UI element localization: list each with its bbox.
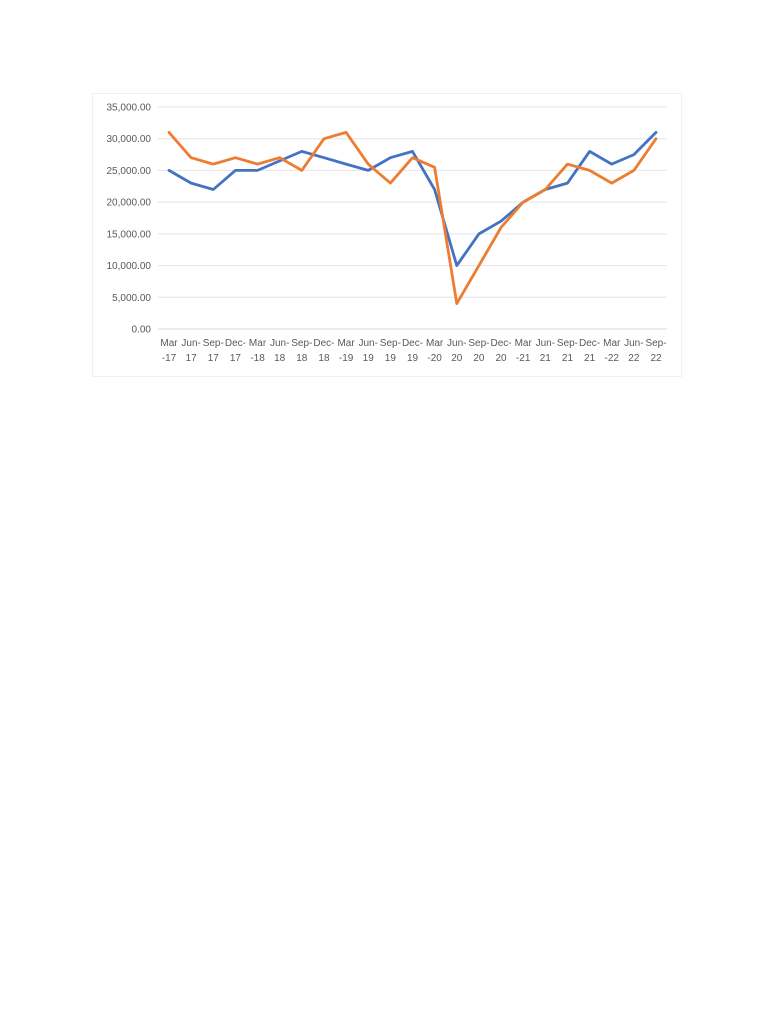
x-tick-line-1: Mar (337, 338, 355, 349)
y-tick-label: 30,000.00 (107, 134, 152, 145)
x-tick-line-1: Jun- (536, 338, 555, 349)
x-tick-label: Jun- 20 (447, 338, 466, 364)
x-tick-label: Jun- 19 (359, 338, 378, 364)
x-tick-label: Dec- 21 (579, 338, 600, 364)
gridlines (158, 106, 667, 330)
x-tick-line-1: Sep- (468, 338, 489, 349)
x-tick-line-2: 19 (385, 353, 397, 364)
x-tick-line-2: 18 (318, 353, 330, 364)
x-tick-line-1: Jun- (270, 338, 289, 349)
x-tick-line-2: 19 (363, 353, 375, 364)
y-tick-label: 35,000.00 (107, 103, 152, 114)
x-tick-line-1: Dec- (225, 338, 246, 349)
x-tick-line-2: 18 (274, 353, 286, 364)
x-tick-line-2: 18 (296, 353, 308, 364)
series-lines (167, 130, 658, 306)
x-tick-label: Dec- 17 (225, 338, 246, 364)
x-tick-line-2: 21 (562, 353, 574, 364)
x-tick-line-2: 17 (186, 353, 198, 364)
x-tick-line-2: 22 (628, 353, 640, 364)
x-tick-line-1: Mar (603, 338, 621, 349)
x-tick-label: Jun- 21 (536, 338, 555, 364)
x-tick-line-2: 17 (230, 353, 242, 364)
x-tick-line-2: 20 (495, 353, 507, 364)
x-tick-label: Dec- 20 (490, 338, 511, 364)
x-tick-label: Sep- 22 (645, 338, 666, 364)
x-tick-label: Mar -21 (515, 338, 533, 364)
x-tick-line-2: -19 (339, 353, 354, 364)
y-axis-ticks: 0.00 5,000.00 10,000.00 15,000.00 20,000.00 2… (107, 103, 152, 336)
x-tick-line-1: Sep- (291, 338, 312, 349)
x-tick-line-1: Jun- (181, 338, 200, 349)
x-tick-label: Dec- 18 (313, 338, 334, 364)
x-tick-line-1: Sep- (203, 338, 224, 349)
x-tick-line-1: Sep- (645, 338, 666, 349)
x-tick-line-2: 22 (650, 353, 662, 364)
x-tick-line-2: -21 (516, 353, 531, 364)
x-tick-line-1: Jun- (624, 338, 643, 349)
x-tick-line-2: 21 (584, 353, 596, 364)
x-tick-label: Mar -22 (603, 338, 621, 364)
x-tick-label: Dec- 19 (402, 338, 423, 364)
x-tick-label: Sep- 18 (291, 338, 312, 364)
chart-panel (92, 93, 682, 377)
x-tick-label: Jun- 22 (624, 338, 643, 364)
x-tick-line-2: 20 (473, 353, 485, 364)
x-tick-line-2: 19 (407, 353, 419, 364)
x-tick-label: Mar -20 (426, 338, 444, 364)
x-tick-label: Mar -19 (337, 338, 355, 364)
x-tick-line-2: -17 (162, 353, 177, 364)
series-line-2 (167, 130, 658, 306)
x-tick-line-1: Dec- (402, 338, 423, 349)
series-line-1 (167, 130, 658, 268)
x-tick-line-2: 20 (451, 353, 463, 364)
y-tick-label: 0.00 (132, 325, 152, 336)
y-tick-label: 15,000.00 (107, 229, 152, 240)
x-tick-line-1: Mar (249, 338, 267, 349)
x-tick-label: Sep- 20 (468, 338, 489, 364)
x-tick-label: Mar -18 (249, 338, 267, 364)
x-tick-label: Mar -17 (160, 338, 178, 364)
x-tick-line-1: Mar (160, 338, 178, 349)
x-tick-line-1: Sep- (557, 338, 578, 349)
x-tick-line-1: Jun- (359, 338, 378, 349)
x-tick-line-1: Dec- (490, 338, 511, 349)
x-tick-label: Sep- 17 (203, 338, 224, 364)
x-tick-line-1: Mar (426, 338, 444, 349)
y-tick-label: 5,000.00 (112, 293, 151, 304)
x-tick-label: Sep- 19 (380, 338, 401, 364)
x-tick-line-1: Jun- (447, 338, 466, 349)
x-tick-line-1: Mar (515, 338, 533, 349)
x-tick-label: Jun- 18 (270, 338, 289, 364)
x-tick-line-2: -20 (427, 353, 442, 364)
x-tick-line-2: 17 (208, 353, 220, 364)
x-tick-line-1: Sep- (380, 338, 401, 349)
y-tick-label: 25,000.00 (107, 166, 152, 177)
x-tick-label: Sep- 21 (557, 338, 578, 364)
y-tick-label: 20,000.00 (107, 198, 152, 209)
x-tick-line-1: Dec- (579, 338, 600, 349)
y-tick-label: 10,000.00 (107, 261, 152, 272)
x-tick-line-2: -18 (250, 353, 265, 364)
x-tick-line-2: -22 (605, 353, 620, 364)
x-tick-line-1: Dec- (313, 338, 334, 349)
x-tick-label: Jun- 17 (181, 338, 200, 364)
x-tick-line-2: 21 (540, 353, 552, 364)
